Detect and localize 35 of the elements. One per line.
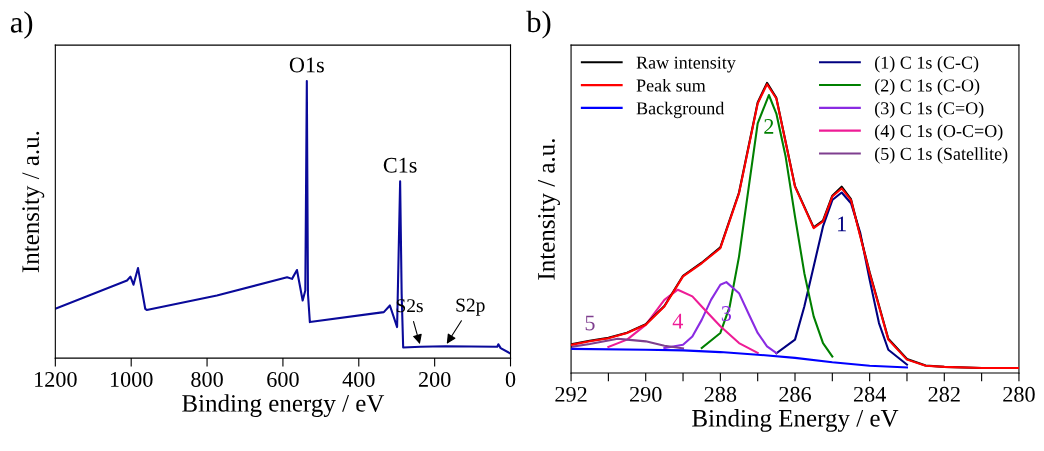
annotation: C1s xyxy=(383,157,417,173)
legend-label: (3) C 1s (C=O) xyxy=(875,101,984,119)
legend-label: (1) C 1s (C-C) xyxy=(875,56,979,73)
x-tick-label: 280 xyxy=(1003,386,1035,402)
legend-label: (5) C 1s (Satellite) xyxy=(875,147,1008,164)
legend-label: Peak sum xyxy=(636,78,706,92)
annotation: 2 xyxy=(764,118,774,134)
y-axis-title: Intensity / a.u. xyxy=(22,131,45,273)
x-tick-label: 286 xyxy=(779,386,812,402)
chart-title: a) xyxy=(10,11,33,39)
x-axis-title: Binding energy / eV xyxy=(182,394,385,417)
x-tick-label: 0 xyxy=(505,371,516,387)
chart-title: b) xyxy=(526,10,551,39)
annotation: 4 xyxy=(672,313,684,329)
x-tick-label: 1200 xyxy=(35,371,77,387)
y-axis-title: Intensity / a.u. xyxy=(538,139,560,280)
x-tick-label: 800 xyxy=(191,371,223,387)
annotation: S2p xyxy=(456,298,485,316)
legend-label: Raw intensity xyxy=(636,56,736,73)
x-tick-label: 284 xyxy=(853,386,886,402)
x-tick-label: 292 xyxy=(555,386,587,402)
annotation: 5 xyxy=(585,315,595,331)
x-tick-label: 288 xyxy=(704,386,737,402)
x-tick-label: 282 xyxy=(928,386,960,402)
x-tick-label: 290 xyxy=(630,386,662,402)
x-tick-label: 1000 xyxy=(110,371,153,387)
legend-label: Background xyxy=(636,101,725,119)
x-tick-label: 600 xyxy=(267,371,299,387)
annotation: 1 xyxy=(838,216,846,232)
x-tick-label: 400 xyxy=(342,371,375,387)
legend-label: (2) C 1s (C-O) xyxy=(875,78,980,96)
x-tick-label: 200 xyxy=(418,371,451,387)
legend-label: (4) C 1s (O-C=O) xyxy=(875,124,1003,141)
x-axis-title: Binding Energy / eV xyxy=(692,409,899,432)
annotation: O1s xyxy=(289,57,324,73)
